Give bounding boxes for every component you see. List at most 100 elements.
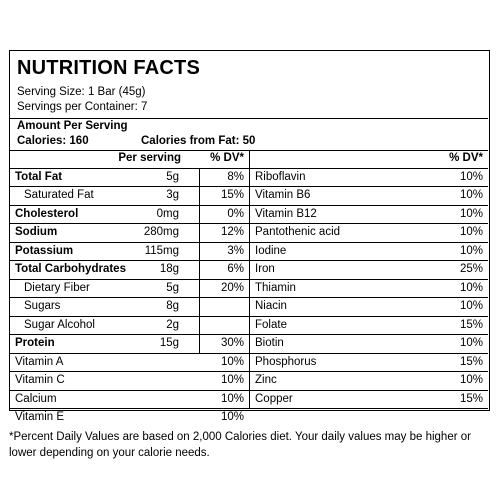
left-header-row: Per serving % DV* [10, 150, 249, 169]
vitamin-name: Iron [255, 263, 275, 275]
vitamin-row: Iodine 10% [250, 243, 488, 261]
vitamin-dv: 10% [459, 337, 483, 349]
cell-separator [199, 316, 200, 335]
cell-separator [199, 279, 200, 298]
amount-per-serving: Amount Per Serving [17, 120, 128, 132]
vitamin-dv: 10% [459, 374, 483, 386]
nutrient-amount: 280mg [143, 226, 179, 238]
nutrient-row: Vitamin E 10% [10, 409, 249, 428]
vitamin-row: Biotin 10% [250, 335, 488, 354]
nutrient-name: Total Carbohydrates [15, 263, 126, 275]
nutrient-name: Total Fat [15, 170, 63, 183]
vitamin-row: Copper 15% [250, 391, 488, 409]
nutrient-amount: 15g [159, 337, 179, 349]
vitamin-row: Vitamin B6 10% [250, 187, 488, 206]
nutrient-amount: 3g [166, 189, 179, 201]
vitamin-row: Riboflavin 10% [250, 169, 488, 187]
vitamin-name: Zinc [255, 374, 277, 386]
label-title: NUTRITION FACTS [17, 57, 200, 79]
vitamin-row: Vitamin B12 10% [250, 206, 488, 224]
calories: Calories: 160 [17, 135, 89, 147]
amount-section: Amount Per Serving Calories: 160 Calorie… [10, 118, 488, 151]
cell-separator [199, 335, 200, 354]
nutrient-grid: Per serving % DV* % DV* Total Fat 5g 8% Satura… [10, 150, 488, 423]
vitamin-row: Phosphorus 15% [250, 354, 488, 372]
nutrient-name: Vitamin E [15, 411, 65, 423]
cell-separator [199, 187, 200, 206]
column-divider [249, 150, 250, 409]
vitamin-name: Vitamin B6 [255, 189, 311, 201]
vitamin-name: Biotin [255, 337, 284, 349]
vitamin-row: Folate 15% [250, 317, 488, 335]
nutrient-name: Sodium [15, 226, 58, 238]
nutrient-name: Sugar Alcohol [24, 318, 95, 331]
nutrient-row: Dietary Fiber 5g 20% [10, 279, 249, 298]
nutrient-dv: 15% [220, 189, 244, 201]
nutrient-dv: 6% [227, 263, 244, 275]
footnote: *Percent Daily Values are based on 2,000… [9, 431, 471, 459]
vitamin-name: Folate [255, 318, 287, 331]
nutrient-dv: 10% [220, 374, 244, 386]
nutrient-amount: 5g [166, 170, 179, 183]
vitamin-dv: 10% [459, 207, 483, 220]
vitamin-name: Pantothenic acid [255, 226, 341, 238]
vitamin-dv: 10% [459, 170, 483, 183]
cell-separator [199, 224, 200, 243]
vitamin-row: Pantothenic acid 10% [250, 224, 488, 243]
vitamin-name: Iodine [255, 244, 287, 257]
nutrient-row: Sugar Alcohol 2g [10, 316, 249, 335]
nutrient-dv: 30% [220, 337, 244, 349]
cell-separator [199, 298, 200, 317]
label-header: NUTRITION FACTS Serving Size: 1 Bar (45g… [10, 51, 488, 119]
per-serving-header: Per serving [118, 152, 181, 164]
nutrient-name: Potassium [15, 244, 74, 257]
nutrient-dv: 12% [220, 226, 244, 238]
nutrition-label: NUTRITION FACTS Serving Size: 1 Bar (45g… [9, 50, 490, 423]
nutrient-dv: 10% [220, 392, 244, 405]
vitamin-name: Riboflavin [255, 170, 306, 183]
nutrient-dv: 20% [220, 281, 244, 294]
nutrient-name: Protein [15, 337, 55, 349]
vitamin-dv: 10% [459, 300, 483, 312]
vitamin-row: Iron 25% [250, 261, 488, 280]
nutrient-row: Total Carbohydrates 18g 6% [10, 261, 249, 280]
nutrient-dv: 3% [227, 244, 244, 257]
vitamin-dv: 10% [459, 244, 483, 257]
vitamin-name: Vitamin B12 [255, 207, 317, 220]
vitamin-name: Copper [255, 392, 293, 405]
cell-separator [199, 242, 200, 261]
vitamin-dv: 25% [459, 263, 483, 275]
nutrient-name: Vitamin C [15, 374, 65, 386]
vitamin-name: Phosphorus [255, 355, 317, 368]
nutrient-name: Dietary Fiber [24, 281, 90, 294]
vitamin-row: Zinc 10% [250, 372, 488, 391]
nutrient-dv: 8% [227, 170, 244, 183]
nutrient-name: Cholesterol [15, 207, 79, 220]
nutrient-row: Saturated Fat 3g 15% [10, 187, 249, 206]
left-dv-header: % DV* [210, 152, 244, 164]
right-header-row: % DV* [250, 150, 488, 169]
nutrient-name: Calcium [15, 392, 57, 405]
servings-per-container: Servings per Container: 7 [17, 101, 148, 113]
vitamin-dv: 15% [459, 318, 483, 331]
nutrient-row: Sugars 8g [10, 298, 249, 317]
calories-from-fat: Calories from Fat: 50 [141, 135, 256, 147]
nutrient-row: Potassium 115mg 3% [10, 242, 249, 261]
nutrient-amount: 8g [166, 300, 179, 312]
right-dv-header: % DV* [449, 152, 483, 164]
cell-separator [199, 261, 200, 280]
nutrient-row: Total Fat 5g 8% [10, 168, 249, 187]
nutrient-amount: 5g [166, 281, 179, 294]
nutrient-dv: 10% [220, 355, 244, 368]
vitamin-dv: 10% [459, 226, 483, 238]
vitamin-name: Niacin [255, 300, 287, 312]
vitamin-dv: 15% [459, 392, 483, 405]
nutrient-amount: 115mg [144, 244, 179, 257]
nutrient-amount: 18g [159, 263, 179, 275]
vitamin-name: Thiamin [255, 281, 296, 294]
nutrient-amount: 2g [166, 318, 179, 331]
vitamin-dv: 10% [459, 189, 483, 201]
nutrient-row: Vitamin A 10% [10, 354, 249, 372]
vitamin-row: Thiamin 10% [250, 280, 488, 298]
nutrient-row: Cholesterol 0mg 0% [10, 205, 249, 224]
